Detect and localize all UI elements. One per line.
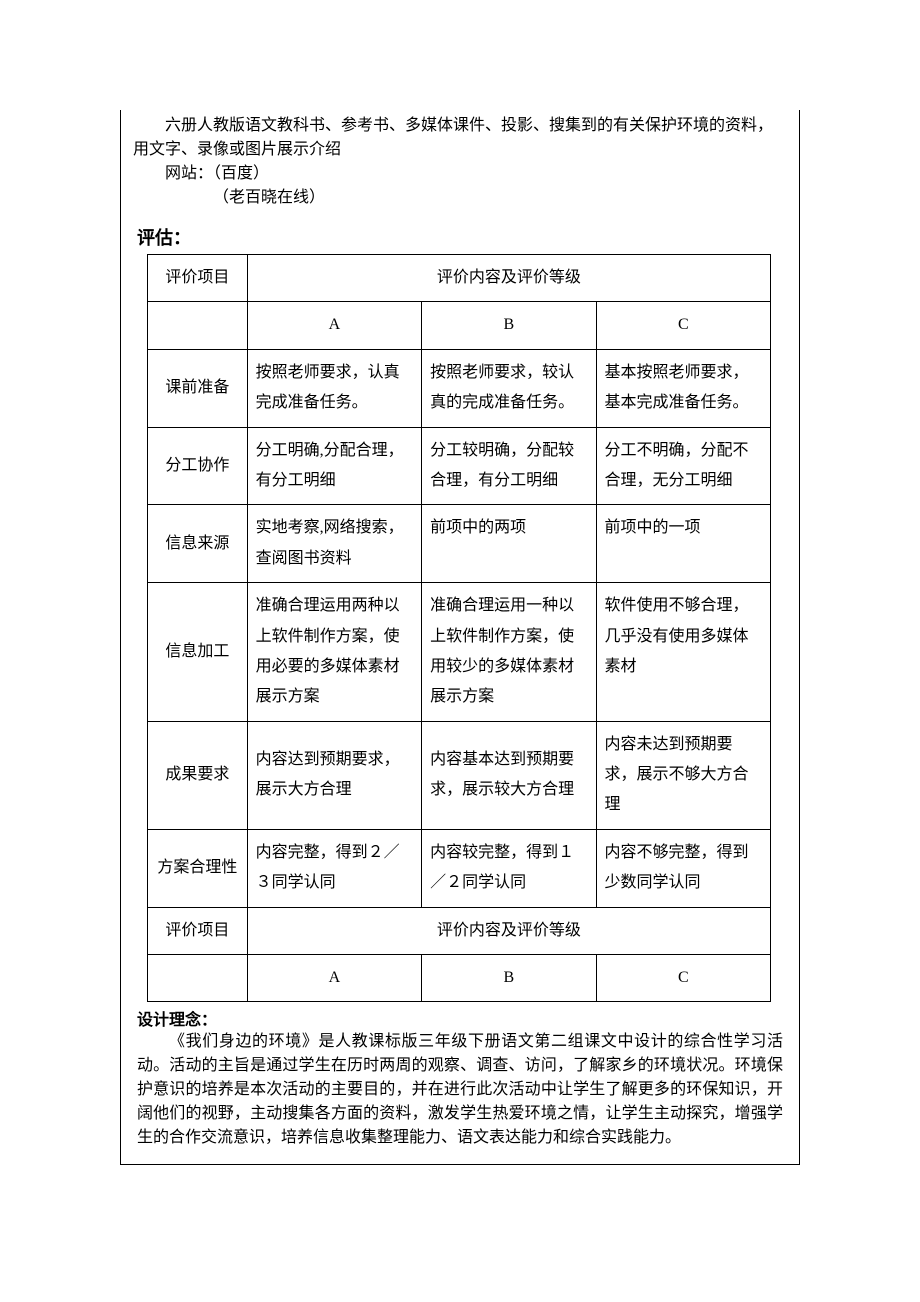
document-page: 六册人教版语文教科书、参考书、多媒体课件、投影、搜集到的有关保护环境的资料，用文… [0, 0, 920, 1225]
footer-grade-c: C [596, 955, 770, 1002]
row-a: 实地考察,网络搜索，查阅图书资料 [247, 505, 421, 583]
evaluation-table: 评价项目 评价内容及评价等级 A B C 课前准备 按照老师要求，认真完成准备任… [147, 254, 771, 1002]
outer-border-box: 六册人教版语文教科书、参考书、多媒体课件、投影、搜集到的有关保护环境的资料，用文… [120, 110, 800, 1165]
row-item: 信息来源 [148, 505, 248, 583]
design-heading: 设计理念： [133, 1002, 787, 1030]
intro-line-2: 网站：（百度） [133, 162, 787, 186]
grade-label-c: C [596, 302, 770, 349]
row-c: 分工不明确，分配不合理，无分工明细 [596, 427, 770, 505]
footer-empty-cell [148, 955, 248, 1002]
row-b: 分工较明确，分配较合理，有分工明细 [422, 427, 596, 505]
row-b: 前项中的两项 [422, 505, 596, 583]
evaluation-table-wrap: 评价项目 评价内容及评价等级 A B C 课前准备 按照老师要求，认真完成准备任… [133, 254, 787, 1002]
design-body-text: 《我们身边的环境》是人教课标版三年级下册语文第二组课文中设计的综合性学习活动。活… [133, 1030, 787, 1156]
row-item: 成果要求 [148, 721, 248, 829]
footer-grade-a: A [247, 955, 421, 1002]
table-row: 课前准备 按照老师要求，认真完成准备任务。 按照老师要求，较认真的完成准备任务。… [148, 349, 771, 427]
table-row: 分工协作 分工明确,分配合理，有分工明细 分工较明确，分配较合理，有分工明细 分… [148, 427, 771, 505]
table-row: 信息来源 实地考察,网络搜索，查阅图书资料 前项中的两项 前项中的一项 [148, 505, 771, 583]
footer-item-cell: 评价项目 [148, 907, 248, 954]
table-row: 成果要求 内容达到预期要求，展示大方合理 内容基本达到预期要求，展示较大方合理 … [148, 721, 771, 829]
assessment-section: 评估： 评价项目 评价内容及评价等级 A B C [121, 216, 799, 1164]
grade-label-a: A [247, 302, 421, 349]
table-footer-row-1: 评价项目 评价内容及评价等级 [148, 907, 771, 954]
intro-line-3: （老百晓在线） [133, 186, 787, 210]
intro-textbox: 六册人教版语文教科书、参考书、多媒体课件、投影、搜集到的有关保护环境的资料，用文… [121, 110, 799, 216]
header-empty-cell [148, 302, 248, 349]
row-item: 信息加工 [148, 583, 248, 722]
row-item: 方案合理性 [148, 829, 248, 907]
row-a: 内容完整，得到２／３同学认同 [247, 829, 421, 907]
row-c: 软件使用不够合理，几乎没有使用多媒体素材 [596, 583, 770, 722]
intro-line-1: 六册人教版语文教科书、参考书、多媒体课件、投影、搜集到的有关保护环境的资料，用文… [133, 114, 787, 162]
row-item: 课前准备 [148, 349, 248, 427]
table-header-row-1: 评价项目 评价内容及评价等级 [148, 255, 771, 302]
row-a: 分工明确,分配合理，有分工明细 [247, 427, 421, 505]
assessment-heading: 评估： [133, 216, 787, 254]
header-item-cell: 评价项目 [148, 255, 248, 302]
row-b: 按照老师要求，较认真的完成准备任务。 [422, 349, 596, 427]
table-row: 方案合理性 内容完整，得到２／３同学认同 内容较完整，得到１／２同学认同 内容不… [148, 829, 771, 907]
footer-grade-b: B [422, 955, 596, 1002]
row-c: 内容不够完整，得到少数同学认同 [596, 829, 770, 907]
row-a: 按照老师要求，认真完成准备任务。 [247, 349, 421, 427]
footer-span-cell: 评价内容及评价等级 [247, 907, 770, 954]
row-b: 内容基本达到预期要求，展示较大方合理 [422, 721, 596, 829]
table-row: 信息加工 准确合理运用两种以上软件制作方案，使用必要的多媒体素材展示方案 准确合… [148, 583, 771, 722]
grade-label-b: B [422, 302, 596, 349]
row-c: 基本按照老师要求，基本完成准备任务。 [596, 349, 770, 427]
row-b: 内容较完整，得到１／２同学认同 [422, 829, 596, 907]
row-item: 分工协作 [148, 427, 248, 505]
row-a: 内容达到预期要求，展示大方合理 [247, 721, 421, 829]
row-b: 准确合理运用一种以上软件制作方案，使用较少的多媒体素材展示方案 [422, 583, 596, 722]
row-c: 前项中的一项 [596, 505, 770, 583]
table-footer-row-2: A B C [148, 955, 771, 1002]
header-span-cell: 评价内容及评价等级 [247, 255, 770, 302]
table-header-row-2: A B C [148, 302, 771, 349]
row-a: 准确合理运用两种以上软件制作方案，使用必要的多媒体素材展示方案 [247, 583, 421, 722]
row-c: 内容未达到预期要求，展示不够大方合理 [596, 721, 770, 829]
